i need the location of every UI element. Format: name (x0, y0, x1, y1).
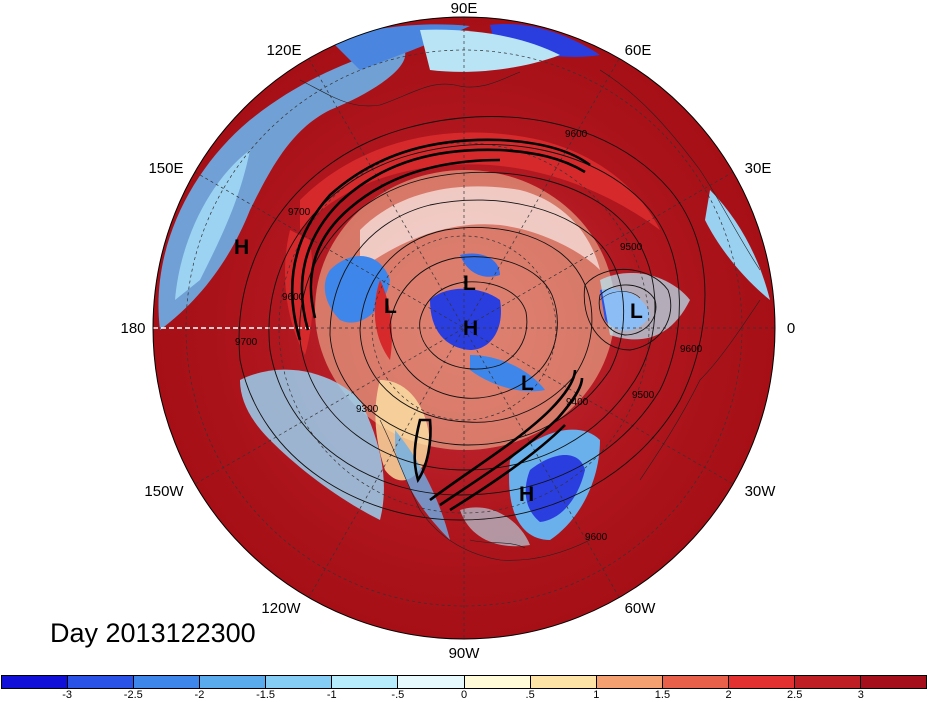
contour-label: 9700 (288, 207, 311, 218)
longitude-label-150e: 150E (148, 160, 183, 177)
longitude-label-90e: 90E (451, 0, 478, 17)
jet-contours (290, 138, 591, 512)
colorbar-tick-label: -1 (326, 689, 337, 701)
pressure-center-low: L (384, 295, 397, 318)
colorbar-tick-label: -2 (194, 689, 205, 701)
contour-label: 9400 (566, 397, 589, 408)
contour-label: 9500 (632, 390, 655, 401)
colorbar-tick-label: 0 (460, 689, 468, 701)
colorbar-tick-label: 3 (857, 689, 864, 701)
longitude-label-90w: 90W (449, 645, 481, 662)
longitude-label-120e: 120E (266, 42, 301, 59)
colorbar-tick-label: -1.5 (256, 689, 276, 701)
colorbar-tick-label: 1 (593, 689, 600, 701)
colorbar-tick-label: -3 (62, 689, 73, 701)
colorbar-segment (200, 676, 267, 688)
longitude-label-120w: 120W (261, 600, 301, 617)
contour-label: 9700 (235, 337, 258, 348)
pressure-center-high: H (463, 317, 478, 340)
longitude-label-150w: 150W (144, 483, 184, 500)
colorbar-tick-label: -.5 (391, 689, 405, 701)
graticule (153, 17, 775, 639)
colorbar-segment (728, 676, 795, 688)
polar-map: 9600 9700 9600 9700 9500 9300 9400 9500 … (120, 0, 795, 662)
longitude-label-60w: 60W (625, 600, 657, 617)
contour-label: 9500 (620, 242, 643, 253)
colorbar-segment (398, 676, 465, 688)
pressure-center-high: H (234, 236, 249, 259)
colorbar-segment (68, 676, 135, 688)
colorbar-tick-label: 2.5 (787, 689, 803, 701)
map-boundary (152, 16, 776, 640)
colorbar-segment (464, 676, 531, 688)
colorbar-segment (662, 676, 729, 688)
longitude-label-0: 0 (787, 320, 795, 337)
contour-label: 9300 (356, 404, 379, 415)
pressure-center-low: L (521, 372, 534, 395)
longitude-label-30w: 30W (745, 483, 777, 500)
colorbar-tick-label: 2 (725, 689, 732, 701)
colorbar-segment (596, 676, 663, 688)
colorbar-segment (266, 676, 333, 688)
contour-label: 9600 (585, 532, 608, 543)
longitude-label-30e: 30E (745, 160, 772, 177)
colorbar-segment (332, 676, 399, 688)
colorbar-tick-label: -2.5 (123, 689, 143, 701)
contour-label: 9600 (680, 344, 703, 355)
pressure-center-low: L (463, 272, 476, 295)
contour-label: 9600 (565, 129, 588, 140)
colorbar-labels: -3 -2.5 -2 -1.5 -1 -.5 0 .5 1 1.5 2 2.5 3 (0, 689, 928, 702)
anomaly-field (153, 17, 775, 639)
height-contours (238, 116, 706, 521)
colorbar-tick-label: .5 (525, 689, 535, 701)
contour-label: 9600 (282, 292, 305, 303)
colorbar (1, 675, 927, 689)
colorbar-segment (2, 676, 69, 688)
coastlines (299, 69, 761, 561)
longitude-label-60e: 60E (625, 42, 652, 59)
colorbar-tick-label: 1.5 (654, 689, 671, 701)
longitude-label-180: 180 (120, 320, 145, 337)
colorbar-segment (134, 676, 201, 688)
colorbar-segment (861, 676, 927, 688)
pressure-center-high: H (519, 483, 534, 506)
colorbar-segment (530, 676, 597, 688)
day-label: Day 2013122300 (50, 618, 256, 648)
colorbar-segment (794, 676, 862, 688)
pressure-center-low: L (630, 300, 643, 323)
